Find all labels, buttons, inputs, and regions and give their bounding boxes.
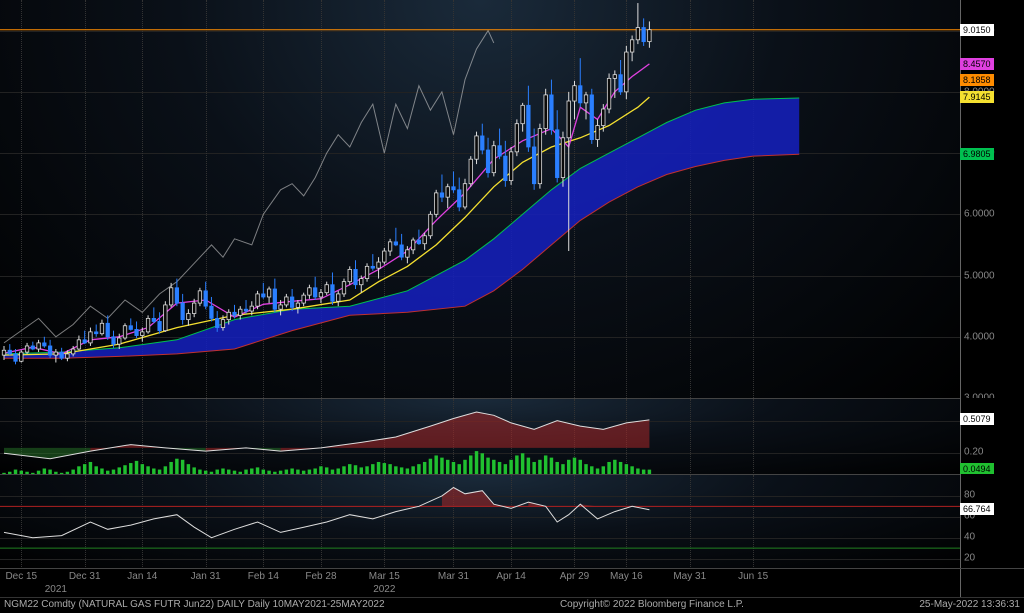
- indicator-tag: 0.5079: [960, 413, 994, 425]
- price-tag: 7.9145: [960, 91, 994, 103]
- indicator1-axis: 0.200.500.50790.0494: [960, 398, 1024, 474]
- price-panel[interactable]: [0, 0, 960, 398]
- indicator-tag: 0.0494: [960, 463, 994, 475]
- copyright-label: Copyright© 2022 Bloomberg Finance L.P.: [560, 599, 744, 613]
- symbol-label: NGM22 Comdty (NATURAL GAS FUTR Jun22) DA…: [4, 599, 385, 613]
- indicator-panel-2[interactable]: [0, 474, 960, 569]
- price-tag: 8.1858: [960, 74, 994, 86]
- price-tag: 6.9805: [960, 148, 994, 160]
- price-axis: 3.00004.00005.00006.00007.00008.00009.00…: [960, 0, 1024, 398]
- timestamp-label: 25-May-2022 13:36:31: [919, 599, 1020, 613]
- indicator2-axis: 2040608066.764: [960, 474, 1024, 568]
- price-tag: 8.4570: [960, 58, 994, 70]
- footer-bar: NGM22 Comdty (NATURAL GAS FUTR Jun22) DA…: [0, 597, 1024, 613]
- indicator-tag: 66.764: [960, 503, 994, 515]
- indicator-panel-1[interactable]: [0, 398, 960, 475]
- time-axis: Dec 15Dec 31Jan 14Jan 31Feb 14Feb 28Mar …: [0, 568, 960, 599]
- time-axis-right: [960, 568, 1024, 599]
- price-tag: 9.0150: [960, 24, 994, 36]
